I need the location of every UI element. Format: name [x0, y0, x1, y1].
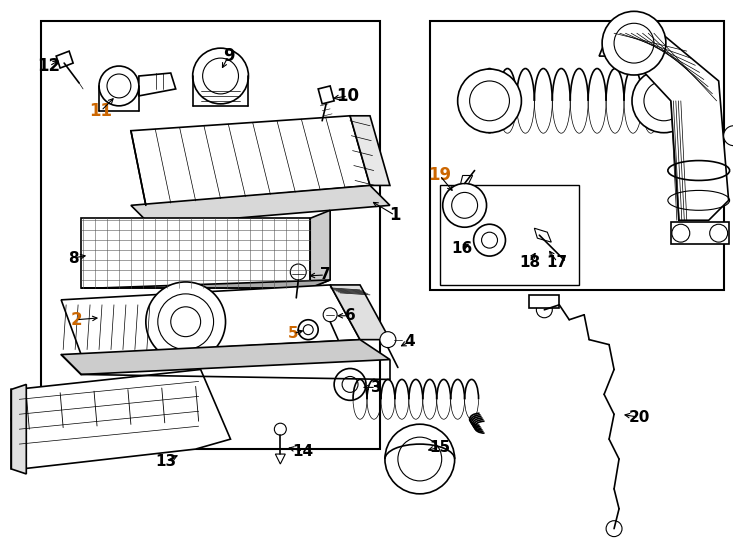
Bar	[41, 21, 380, 449]
Circle shape	[632, 69, 696, 133]
Polygon shape	[534, 228, 551, 242]
Circle shape	[192, 48, 248, 104]
Bar	[671, 222, 729, 244]
Polygon shape	[131, 185, 390, 225]
Text: 10: 10	[337, 87, 360, 105]
Polygon shape	[350, 116, 390, 185]
Text: 18: 18	[519, 254, 540, 269]
Circle shape	[334, 368, 366, 400]
Text: 16: 16	[451, 241, 472, 255]
Polygon shape	[310, 210, 330, 288]
Text: 7: 7	[320, 267, 330, 282]
Polygon shape	[131, 116, 370, 205]
Circle shape	[458, 69, 521, 133]
Text: 9: 9	[222, 47, 234, 65]
Polygon shape	[461, 176, 473, 184]
Polygon shape	[275, 454, 286, 464]
Polygon shape	[599, 31, 729, 220]
Circle shape	[99, 66, 139, 106]
Circle shape	[323, 308, 337, 322]
Circle shape	[724, 126, 734, 146]
Polygon shape	[57, 51, 73, 68]
Text: 19: 19	[428, 166, 451, 185]
Polygon shape	[529, 295, 559, 308]
Bar	[440, 185, 579, 285]
Polygon shape	[11, 384, 26, 474]
Polygon shape	[139, 73, 175, 96]
Circle shape	[298, 320, 318, 340]
Polygon shape	[330, 285, 390, 340]
Polygon shape	[318, 86, 334, 104]
Text: 1: 1	[389, 206, 401, 224]
Polygon shape	[11, 369, 230, 469]
Circle shape	[146, 282, 225, 361]
Circle shape	[602, 11, 666, 75]
Polygon shape	[61, 285, 360, 355]
Circle shape	[290, 264, 306, 280]
Circle shape	[473, 224, 506, 256]
Polygon shape	[61, 340, 390, 374]
Polygon shape	[81, 280, 330, 288]
Circle shape	[385, 424, 454, 494]
Bar	[81, 218, 310, 288]
Circle shape	[380, 332, 396, 348]
Text: 2: 2	[70, 310, 82, 329]
Text: 4: 4	[404, 334, 415, 349]
Text: 13: 13	[155, 454, 176, 469]
Text: 12: 12	[37, 57, 61, 75]
Text: 6: 6	[345, 308, 355, 323]
Text: 11: 11	[90, 102, 112, 120]
Text: 14: 14	[293, 443, 314, 458]
Text: 17: 17	[547, 254, 568, 269]
Circle shape	[275, 423, 286, 435]
Text: 5: 5	[288, 326, 299, 341]
Bar	[430, 21, 724, 290]
Text: 20: 20	[628, 410, 650, 425]
Circle shape	[443, 184, 487, 227]
Text: 15: 15	[429, 440, 450, 455]
Text: 3: 3	[371, 380, 381, 395]
Text: 8: 8	[68, 251, 79, 266]
